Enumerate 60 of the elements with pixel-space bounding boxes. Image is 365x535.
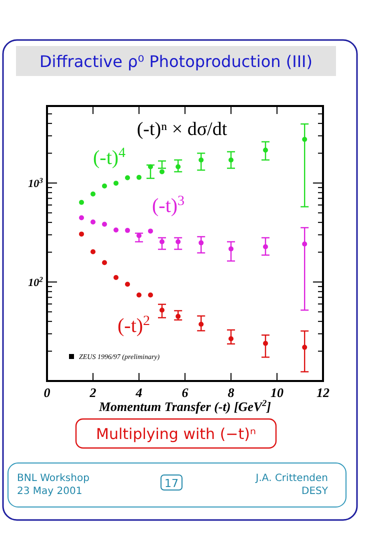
x-tick-label: 8 xyxy=(228,385,235,400)
point xyxy=(114,275,118,280)
point xyxy=(302,242,308,247)
point xyxy=(102,260,107,266)
point xyxy=(114,180,118,186)
point xyxy=(79,200,84,205)
text: 17 xyxy=(164,477,178,490)
text: DESY xyxy=(302,486,329,497)
point xyxy=(90,249,96,254)
y-tick-label: 10$^{2}$ xyxy=(28,274,44,290)
x-tick-label: 12 xyxy=(316,385,330,400)
point xyxy=(125,175,130,180)
point xyxy=(136,292,142,298)
point xyxy=(114,228,118,233)
point xyxy=(263,244,268,250)
point xyxy=(176,314,181,319)
point xyxy=(79,232,84,237)
text: BNL Workshop xyxy=(17,473,90,484)
point xyxy=(160,308,164,313)
point xyxy=(302,136,308,142)
point xyxy=(228,157,234,162)
y-tick-label: 10$^{3}$ xyxy=(28,176,44,190)
point xyxy=(228,336,234,342)
text: 23 May 2001 xyxy=(17,486,82,497)
x-axis-title: Momentum Transfer (-t) [GeV$^{2}$] xyxy=(98,398,271,414)
point xyxy=(160,239,164,244)
point xyxy=(228,246,234,252)
point xyxy=(102,222,107,227)
point xyxy=(125,282,130,287)
point xyxy=(148,292,153,298)
point xyxy=(263,340,268,346)
point xyxy=(90,192,96,197)
point xyxy=(79,215,84,220)
x-tick-label: 0 xyxy=(44,385,51,400)
series-label: (-t)$^{4}$ xyxy=(93,146,126,170)
text: J.A. Crittenden xyxy=(254,473,328,484)
x-tick-label: 10 xyxy=(270,385,284,400)
series-label: (-t)$^{3}$ xyxy=(152,193,185,217)
text: Multiplying with (−t)ⁿ xyxy=(96,425,256,443)
point xyxy=(160,169,164,174)
point xyxy=(198,240,204,246)
point xyxy=(125,228,130,233)
point xyxy=(102,184,107,189)
chart-title: Diffractive ρ⁰ Photoproduction (III) xyxy=(39,52,313,71)
point xyxy=(302,344,308,350)
x-tick-label: 6 xyxy=(182,385,189,400)
x-tick-label: 4 xyxy=(134,385,143,400)
point xyxy=(136,174,142,180)
point xyxy=(90,219,96,224)
x-tick-label: 2 xyxy=(88,385,97,400)
point xyxy=(148,164,153,170)
text: (-t)ⁿ × dσ/dt xyxy=(136,119,228,140)
point xyxy=(136,233,142,238)
point xyxy=(176,239,181,244)
series-label: (-t)$^{2}$ xyxy=(118,314,150,338)
point xyxy=(176,164,181,170)
point xyxy=(198,157,204,162)
point xyxy=(198,322,204,327)
point xyxy=(263,148,268,153)
point xyxy=(148,228,153,234)
